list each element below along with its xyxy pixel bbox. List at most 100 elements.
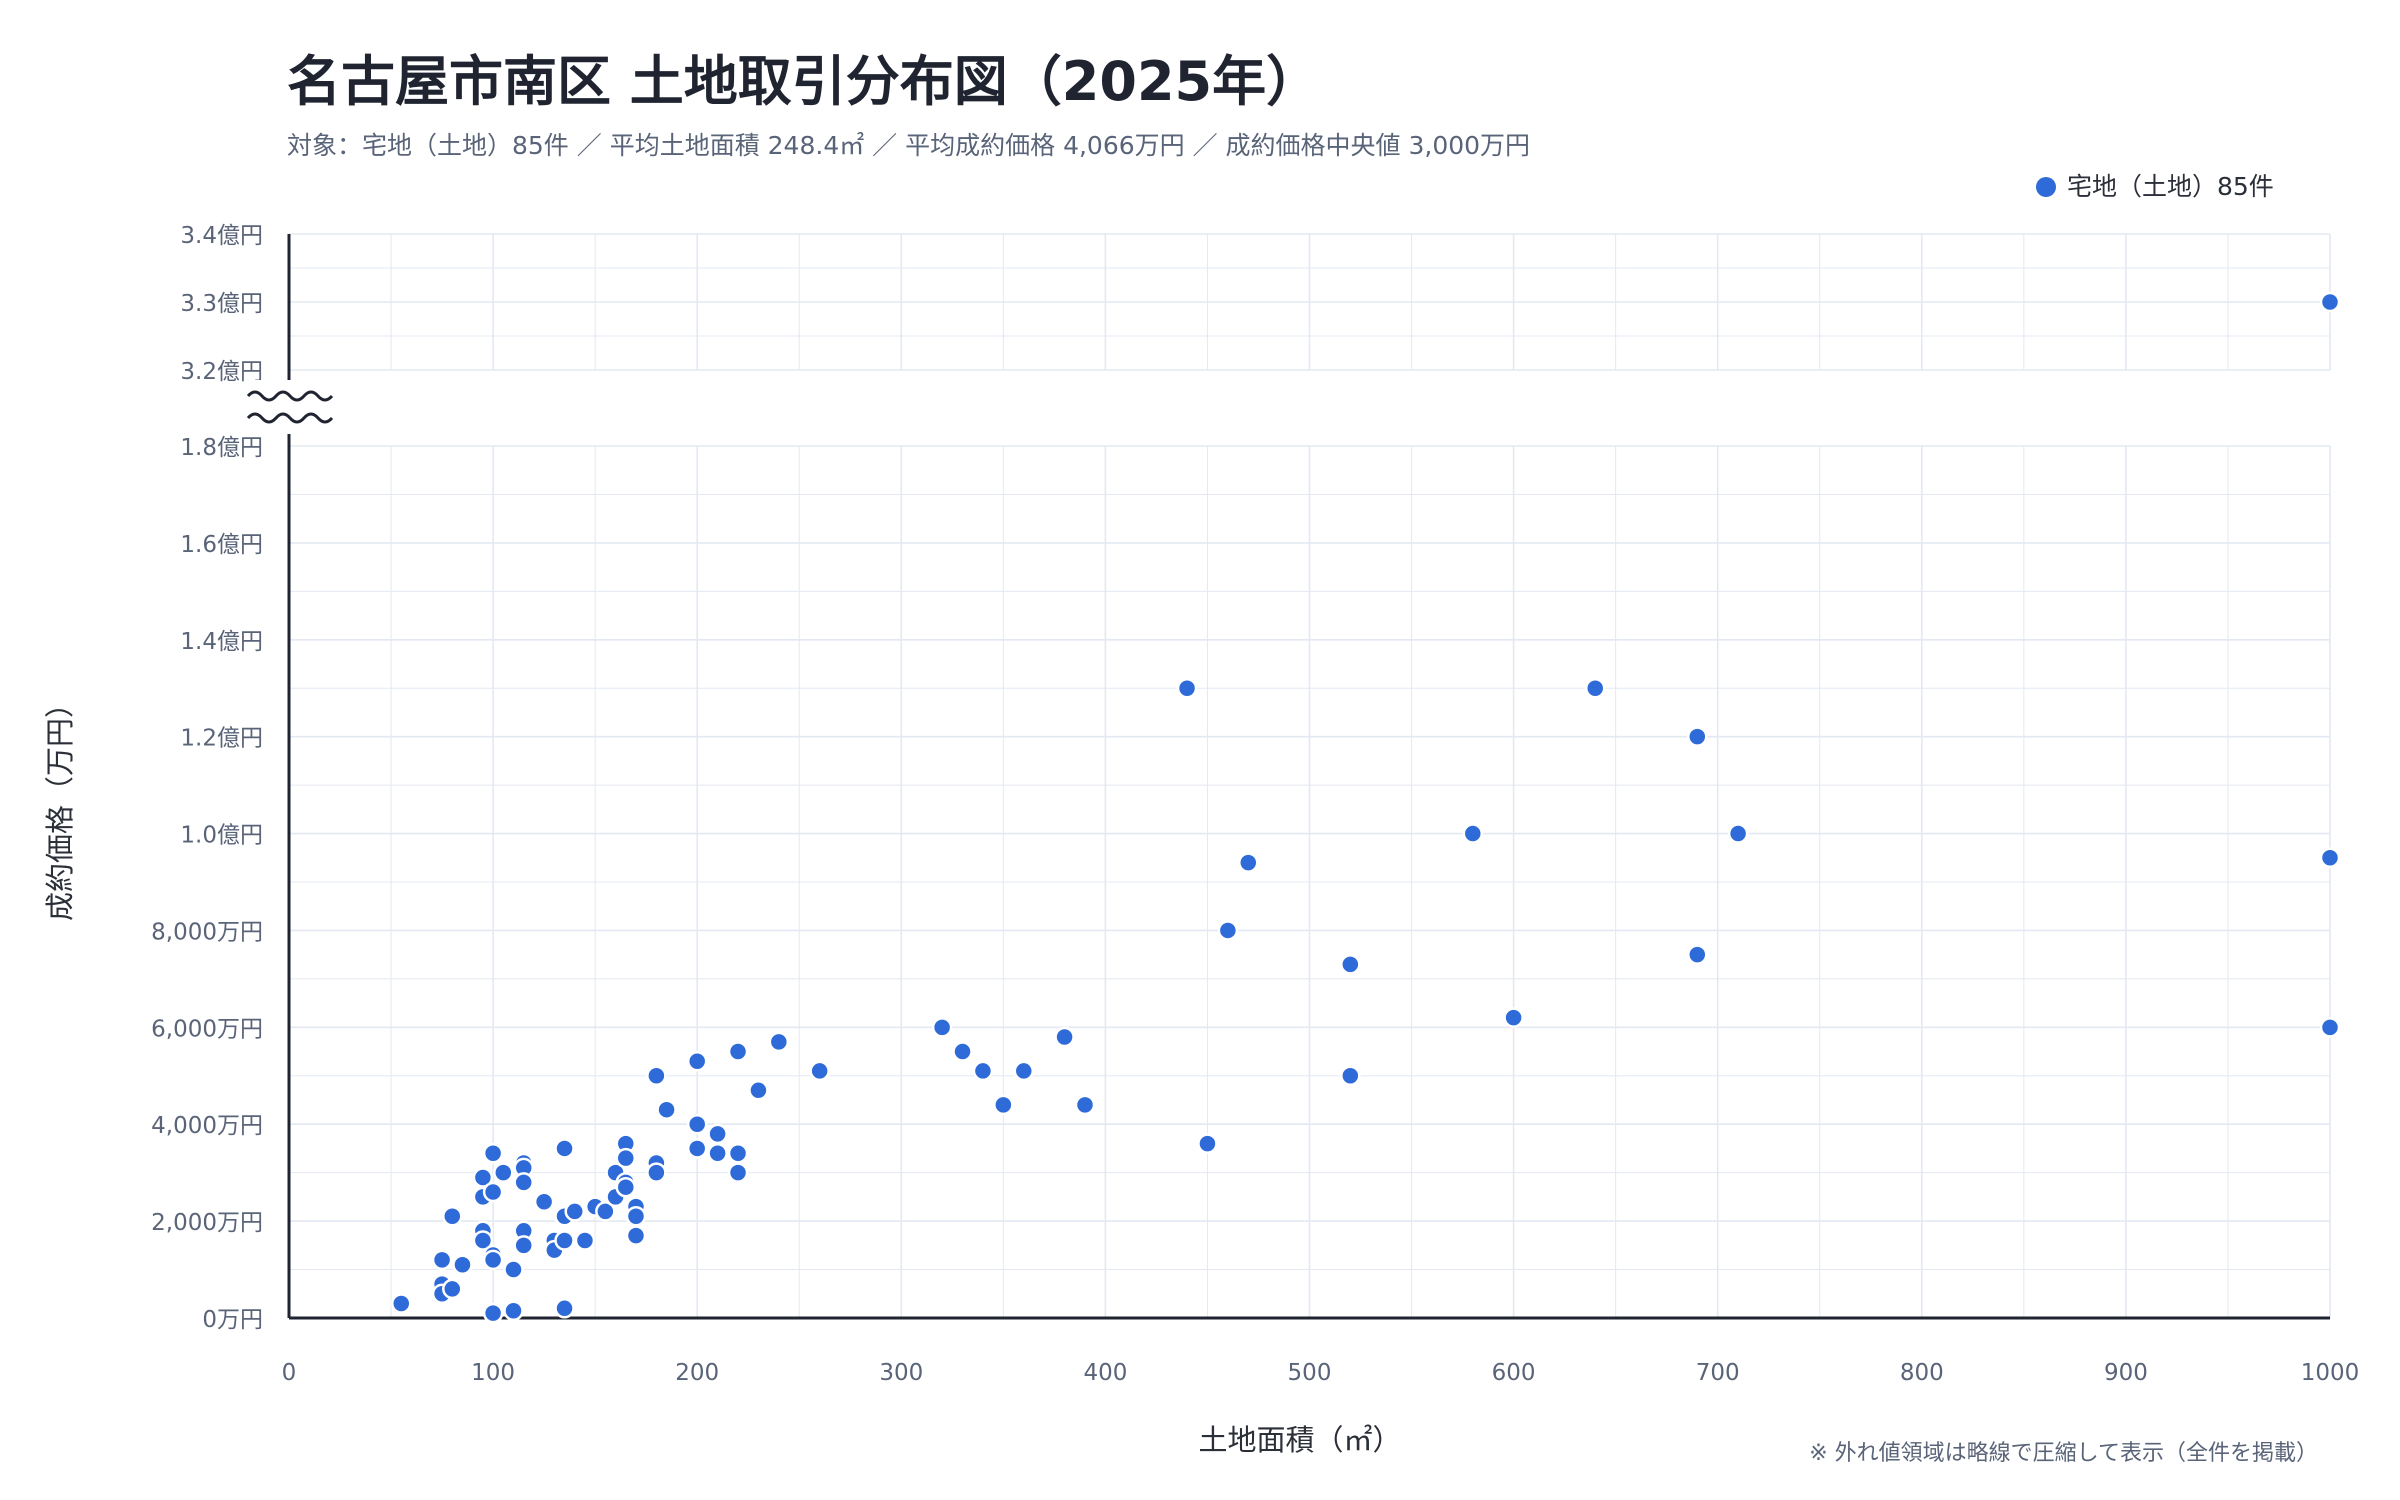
x-tick-labels: 0 100 200 300 400 500 600 700 800 900 1000 bbox=[282, 1360, 2360, 1386]
data-point bbox=[707, 1123, 728, 1145]
data-point bbox=[533, 1191, 555, 1212]
data-point bbox=[625, 1206, 647, 1227]
y-tick-label: 1.4億円 bbox=[180, 629, 263, 655]
data-point bbox=[574, 1230, 596, 1251]
x-tick-label: 1000 bbox=[2301, 1360, 2360, 1386]
y-tick-label: 1.6億円 bbox=[180, 532, 263, 558]
data-point bbox=[615, 1176, 637, 1198]
x-axis-title: 土地面積（㎡） bbox=[1198, 1423, 1401, 1457]
data-point bbox=[472, 1230, 494, 1251]
data-point bbox=[656, 1099, 677, 1120]
x-tick-label: 900 bbox=[2104, 1360, 2148, 1386]
chart-title: 名古屋市南区 土地取引分布図（2025年） bbox=[287, 50, 1320, 113]
data-point bbox=[686, 1138, 708, 1159]
axis-break-wave-lower bbox=[246, 412, 334, 424]
data-point bbox=[1727, 823, 1749, 844]
y-tick-label: 4,000万円 bbox=[151, 1113, 263, 1139]
data-point bbox=[482, 1143, 504, 1164]
data-point bbox=[931, 1017, 953, 1038]
data-point bbox=[554, 1298, 575, 1319]
data-point bbox=[2319, 847, 2341, 869]
y-axis-title: 成約価格（万円） bbox=[43, 689, 77, 921]
x-tick-label: 0 bbox=[282, 1360, 297, 1386]
data-points bbox=[391, 291, 2341, 1324]
data-point bbox=[482, 1302, 504, 1324]
data-point bbox=[727, 1162, 749, 1183]
data-point bbox=[1013, 1060, 1035, 1082]
data-point bbox=[1503, 1007, 1524, 1028]
y-tick-labels: 0万円 2,000万円 4,000万円 6,000万円 8,000万円 1.0億円 1.2億… bbox=[151, 223, 263, 1333]
data-point bbox=[442, 1278, 463, 1300]
data-point bbox=[1584, 677, 1606, 699]
x-tick-label: 600 bbox=[1492, 1360, 1536, 1386]
data-point bbox=[554, 1138, 575, 1159]
x-tick-label: 500 bbox=[1288, 1360, 1332, 1386]
data-point bbox=[1217, 920, 1239, 941]
grid-lines bbox=[288, 233, 2331, 1319]
data-point bbox=[2319, 1017, 2341, 1038]
data-point bbox=[972, 1060, 994, 1082]
data-point bbox=[993, 1094, 1014, 1116]
x-tick-label: 100 bbox=[471, 1360, 515, 1386]
data-point bbox=[482, 1181, 504, 1203]
legend: 宅地（土地）85件 bbox=[2036, 172, 2274, 201]
x-tick-label: 700 bbox=[1696, 1360, 1740, 1386]
data-point bbox=[595, 1201, 616, 1222]
data-point bbox=[1238, 852, 1259, 873]
data-point bbox=[748, 1080, 769, 1101]
chart-subtitle: 対象：宅地（土地）85件 ／ 平均土地面積 248.4㎡ ／ 平均成約価格 4,… bbox=[287, 131, 1530, 160]
data-point bbox=[503, 1300, 524, 1321]
data-point bbox=[503, 1259, 524, 1280]
data-point bbox=[1340, 1065, 1361, 1087]
axis-break-wave-upper bbox=[246, 390, 334, 402]
data-point bbox=[686, 1113, 708, 1135]
data-point bbox=[1054, 1026, 1075, 1048]
x-tick-label: 300 bbox=[879, 1360, 923, 1386]
y-tick-label: 1.0億円 bbox=[180, 823, 263, 849]
y-tick-label: 2,000万円 bbox=[151, 1210, 263, 1236]
x-tick-label: 800 bbox=[1900, 1360, 1944, 1386]
x-tick-label: 400 bbox=[1083, 1360, 1127, 1386]
data-point bbox=[391, 1293, 412, 1314]
data-point bbox=[952, 1041, 973, 1062]
legend-marker bbox=[2036, 177, 2056, 197]
chart-note: ※ 外れ値領域は略線で圧縮して表示（全件を掲載） bbox=[1809, 1441, 2318, 1466]
data-point bbox=[554, 1230, 575, 1251]
legend-label: 宅地（土地）85件 bbox=[2067, 172, 2274, 201]
data-point bbox=[646, 1162, 667, 1183]
y-tick-label: 8,000万円 bbox=[151, 919, 263, 945]
data-point bbox=[1340, 954, 1361, 975]
data-point bbox=[707, 1143, 728, 1164]
data-point bbox=[625, 1225, 647, 1246]
data-point bbox=[472, 1167, 494, 1188]
data-point bbox=[1074, 1094, 1096, 1116]
data-point bbox=[768, 1031, 790, 1053]
data-point bbox=[727, 1041, 749, 1062]
data-point bbox=[513, 1172, 534, 1193]
data-point bbox=[482, 1249, 504, 1271]
data-point bbox=[809, 1060, 830, 1082]
y-tick-label: 3.4億円 bbox=[180, 223, 263, 249]
axis-break-mark bbox=[244, 380, 334, 434]
data-point bbox=[1462, 823, 1484, 844]
axis-break-gap bbox=[244, 380, 334, 434]
x-tick-label: 200 bbox=[675, 1360, 719, 1386]
data-point bbox=[452, 1254, 473, 1275]
y-tick-label: 6,000万円 bbox=[151, 1016, 263, 1042]
data-point bbox=[686, 1050, 708, 1072]
y-tick-label: 3.3億円 bbox=[180, 291, 263, 317]
data-point bbox=[493, 1162, 514, 1183]
data-point bbox=[1197, 1133, 1218, 1154]
data-point bbox=[646, 1065, 667, 1087]
data-point bbox=[442, 1206, 463, 1227]
y-tick-label: 1.2億円 bbox=[180, 726, 263, 752]
y-tick-label: 0万円 bbox=[202, 1307, 263, 1333]
data-point bbox=[727, 1143, 749, 1164]
data-point bbox=[1687, 944, 1708, 965]
data-point bbox=[615, 1147, 637, 1169]
data-point bbox=[513, 1235, 534, 1256]
data-point bbox=[2319, 291, 2341, 313]
data-point bbox=[564, 1201, 585, 1222]
